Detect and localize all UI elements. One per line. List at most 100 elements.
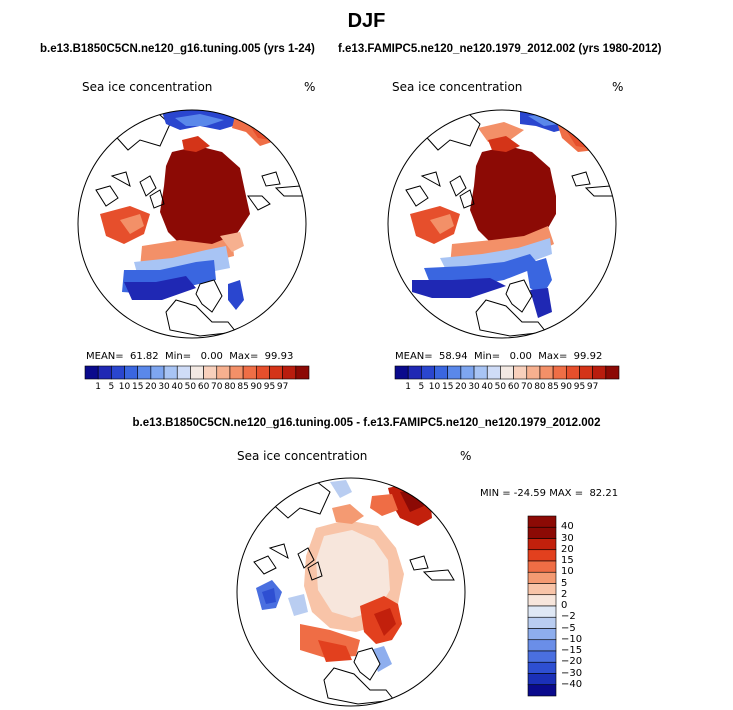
colorbar-swatch xyxy=(124,365,139,380)
colorbar-tick-label: 5 xyxy=(561,577,568,589)
colorbar-swatch xyxy=(190,365,204,380)
colorbar-swatch xyxy=(526,365,541,380)
left-stats: MEAN= 61.82 Min= 0.00 Max= 99.93 xyxy=(86,351,294,362)
diff-colorbar xyxy=(527,515,557,697)
colorbar-tick-label: 70 xyxy=(211,382,223,392)
colorbar-swatch xyxy=(527,616,557,629)
colorbar-tick-label: 97 xyxy=(586,382,599,392)
colorbar-tick-label: −15 xyxy=(561,645,583,656)
colorbar-swatch xyxy=(269,365,283,380)
left-central-pack xyxy=(160,146,250,250)
colorbar-tick-label: 60 xyxy=(197,382,210,392)
colorbar-tick-label: 30 xyxy=(468,382,480,392)
colorbar-tick-label: 30 xyxy=(561,532,574,544)
colorbar-swatch xyxy=(527,605,557,618)
colorbar-swatch xyxy=(229,365,244,380)
colorbar-swatch xyxy=(592,365,607,380)
colorbar-tick-label: 2 xyxy=(561,588,568,600)
colorbar-swatch xyxy=(527,639,557,652)
left-colorbar-labels: 1 5 10 15 20 30 40 50 60 70 80 85 90 95 97 xyxy=(85,382,309,394)
colorbar-swatch xyxy=(447,365,462,380)
colorbar-swatch xyxy=(394,365,409,380)
colorbar-tick-label: 20 xyxy=(455,382,467,392)
colorbar-tick-label: 30 xyxy=(158,382,170,392)
colorbar-swatch xyxy=(216,365,231,380)
colorbar-swatch xyxy=(203,365,218,380)
right-units-label: % xyxy=(612,80,624,94)
colorbar-swatch xyxy=(486,365,501,380)
colorbar-swatch xyxy=(460,365,475,380)
colorbar-swatch xyxy=(242,365,257,380)
colorbar-swatch xyxy=(137,365,152,380)
colorbar-swatch xyxy=(527,526,557,539)
colorbar-swatch xyxy=(565,365,580,380)
colorbar-tick-label: 40 xyxy=(561,521,574,533)
colorbar-tick-label: 1 xyxy=(405,382,412,392)
colorbar-tick-label: 5 xyxy=(108,382,115,392)
right-colorbar-labels: 1 5 10 15 20 30 40 50 60 70 80 85 90 95 97 xyxy=(395,382,619,394)
colorbar-swatch xyxy=(500,365,514,380)
colorbar-swatch xyxy=(295,365,310,380)
colorbar-tick-label: 10 xyxy=(561,566,574,578)
colorbar-tick-label: 60 xyxy=(507,382,520,392)
colorbar-swatch xyxy=(527,684,557,697)
colorbar-tick-label: 50 xyxy=(494,382,507,392)
colorbar-tick-label: 90 xyxy=(560,382,573,392)
colorbar-tick-label: 0 xyxy=(561,600,568,611)
colorbar-swatch xyxy=(527,583,557,596)
right-central-pack xyxy=(470,146,556,246)
colorbar-tick-label: 10 xyxy=(118,382,131,392)
colorbar-swatch xyxy=(163,365,178,380)
colorbar-swatch xyxy=(527,650,557,663)
right-colorbar xyxy=(394,365,620,380)
diff-units-label: % xyxy=(460,449,472,463)
colorbar-swatch xyxy=(527,515,557,528)
colorbar-tick-label: 50 xyxy=(184,382,197,392)
colorbar-tick-label: 80 xyxy=(534,382,546,392)
colorbar-swatch xyxy=(421,365,435,380)
colorbar-tick-label: 20 xyxy=(145,382,157,392)
colorbar-swatch xyxy=(605,365,620,380)
left-variable-label: Sea ice concentration xyxy=(82,80,213,94)
colorbar-tick-label: 97 xyxy=(276,382,289,392)
colorbar-swatch xyxy=(527,673,557,686)
colorbar-tick-label: 85 xyxy=(547,382,559,392)
colorbar-tick-label: 95 xyxy=(573,382,586,392)
colorbar-swatch xyxy=(527,628,557,641)
colorbar-swatch xyxy=(473,365,488,380)
colorbar-swatch xyxy=(97,365,112,380)
case-b-title: f.e13.FAMIPC5.ne120_ne120.1979_2012.002 … xyxy=(338,43,662,55)
colorbar-swatch xyxy=(111,365,125,380)
colorbar-tick-label: −5 xyxy=(561,622,576,634)
colorbar-tick-label: 40 xyxy=(481,382,493,392)
case-a-title: b.e13.B1850C5CN.ne120_g16.tuning.005 (yr… xyxy=(40,43,315,55)
diff-land-nw xyxy=(267,478,331,519)
colorbar-tick-label: 80 xyxy=(224,382,236,392)
colorbar-swatch xyxy=(513,365,528,380)
colorbar-swatch xyxy=(527,594,557,607)
colorbar-tick-label: −40 xyxy=(561,678,583,690)
colorbar-swatch xyxy=(434,365,449,380)
colorbar-tick-label: 70 xyxy=(521,382,533,392)
colorbar-swatch xyxy=(407,365,422,380)
colorbar-tick-label: −20 xyxy=(561,656,583,668)
colorbar-tick-label: 10 xyxy=(428,382,441,392)
diff-title: b.e13.B1850C5CN.ne120_g16.tuning.005 - f… xyxy=(132,417,601,429)
colorbar-tick-label: 90 xyxy=(250,382,263,392)
colorbar-swatch xyxy=(579,365,593,380)
colorbar-tick-label: −10 xyxy=(561,633,583,645)
left-colorbar xyxy=(84,365,310,380)
colorbar-tick-label: 1 xyxy=(95,382,102,392)
colorbar-swatch xyxy=(282,365,297,380)
right-stats: MEAN= 58.94 Min= 0.00 Max= 99.92 xyxy=(395,351,603,362)
colorbar-tick-label: 15 xyxy=(441,382,454,392)
colorbar-swatch xyxy=(539,365,554,380)
colorbar-tick-label: −2 xyxy=(561,611,576,623)
colorbar-swatch xyxy=(176,365,191,380)
colorbar-tick-label: 85 xyxy=(237,382,249,392)
diff-colorbar-labels: 40 30 20 15 10 5 2 0 −2 −5 −10 −15 −20 −30 −40 xyxy=(561,516,601,696)
colorbar-tick-label: 20 xyxy=(561,543,574,555)
colorbar-swatch xyxy=(527,571,557,584)
